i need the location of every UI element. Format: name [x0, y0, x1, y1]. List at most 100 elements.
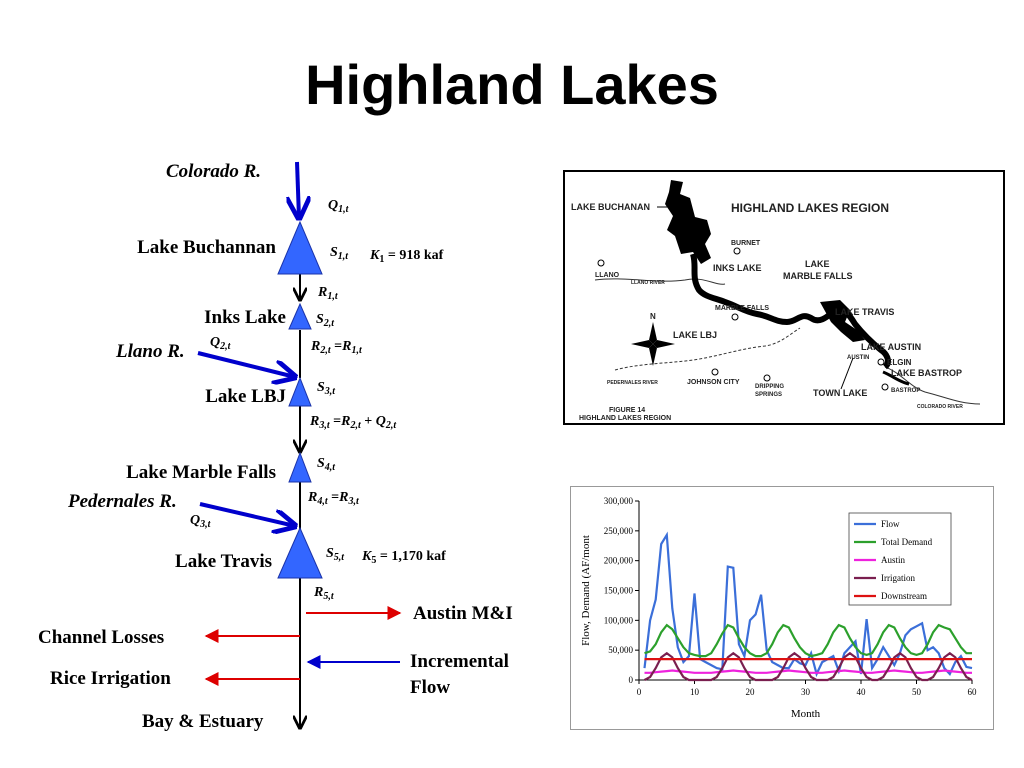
burnet-marker [733, 247, 741, 255]
map-johnson-city-label: JOHNSON CITY [687, 379, 740, 386]
lake-marble-falls-label: Lake Marble Falls [126, 462, 276, 483]
lake-chain-shape [690, 253, 891, 370]
map-elgin-label: ELGIN [887, 358, 912, 367]
map-lake-lbj-label: LAKE LBJ [673, 330, 717, 340]
colorado-river-arrow [297, 161, 299, 218]
llano-marker [597, 259, 605, 267]
k1-label: K1 = 918 kaf [369, 248, 444, 265]
map-llano-river-label: LLANO RIVER [631, 280, 665, 286]
y-tick-label: 200,000 [604, 556, 634, 566]
colorado-river-label: Colorado R. [166, 161, 261, 182]
flow-demand-chart: 0 50,000 100,000 150,000 200,000 250,000 300,0… [570, 486, 994, 730]
johnson-city-marker [711, 368, 719, 376]
map-lake-label: LAKE [805, 259, 830, 269]
legend-label: Austin [881, 555, 906, 565]
y-tick-label: 100,000 [604, 615, 634, 625]
lake-buchanan-label: Lake Buchannan [137, 237, 276, 258]
legend-label: Downstream [881, 591, 927, 601]
s4-label: S4,t [317, 456, 336, 473]
incremental-flow-label-1: Incremental [410, 651, 509, 672]
y-axis-title: Flow, Demand (AF/mont [580, 535, 592, 646]
x-tick-label: 30 [801, 687, 811, 697]
map-llano-label: LLANO [595, 272, 620, 279]
r1-label: R1,t [317, 285, 339, 302]
pedernales-river-arrow [199, 502, 295, 526]
x-tick-label: 60 [968, 687, 978, 697]
map-north-label: N [650, 312, 656, 321]
highland-lakes-map: N LAKE BUCHANAN HIGHLAND LAKES REGION BU… [563, 170, 1005, 425]
s2-label: S2,t [316, 312, 335, 329]
map-colorado-river-label: COLORADO RIVER [917, 404, 963, 410]
llano-river-line [594, 278, 726, 285]
q3-label: Q3,t [190, 513, 212, 530]
channel-losses-label: Channel Losses [38, 627, 164, 648]
x-tick-label: 10 [690, 687, 700, 697]
map-dripping-label-1: DRIPPING [755, 384, 784, 390]
legend-label: Irrigation [881, 573, 915, 583]
y-tick-label: 50,000 [608, 645, 633, 655]
lake-buchanan-shape [665, 180, 711, 264]
legend-label: Total Demand [881, 537, 933, 547]
lake-travis-shape [820, 300, 865, 342]
map-region-title: HIGHLAND LAKES REGION [731, 201, 889, 215]
map-burnet-label: BURNET [731, 240, 761, 247]
bastrop-marker [881, 383, 889, 391]
legend-label: Flow [881, 519, 900, 529]
lake-marble-falls-triangle [288, 451, 312, 483]
y-tick-label: 250,000 [604, 526, 634, 536]
map-buchanan-label: LAKE BUCHANAN [571, 202, 650, 212]
map-lake-bastrop-label: LAKE BASTROP [891, 368, 962, 378]
series-line-total-demand [644, 623, 972, 658]
x-tick-label: 0 [637, 687, 642, 697]
map-inks-label: INKS LAKE [713, 263, 762, 273]
lake-bastrop-shape [882, 370, 910, 386]
x-tick-label: 50 [912, 687, 922, 697]
x-tick-label: 20 [746, 687, 756, 697]
map-figure-label-1: FIGURE 14 [609, 407, 645, 414]
y-tick-label: 150,000 [604, 586, 634, 596]
r5-label: R5,t [313, 585, 335, 602]
map-austin-label: AUSTIN [847, 355, 869, 361]
lake-schematic: Colorado R. Llano R. Pedernales R. Lake … [38, 161, 513, 732]
marble-falls-marker [731, 313, 739, 321]
map-figure-label-2: HIGHLAND LAKES REGION [579, 415, 671, 422]
map-lake-austin-label: LAKE AUSTIN [861, 342, 921, 352]
q2-label: Q2,t [210, 335, 232, 352]
s1-label: S1,t [330, 245, 349, 262]
r4-equation: R4,t =R3,t [307, 490, 360, 507]
elgin-marker [877, 358, 885, 366]
bay-estuary-label: Bay & Estuary [142, 711, 264, 732]
map-marble-falls-town-label: MARBLE FALLS [715, 305, 769, 312]
map-lake-travis-label: LAKE TRAVIS [835, 307, 894, 317]
q1-label: Q1,t [328, 198, 350, 215]
s3-label: S3,t [317, 380, 336, 397]
dripping-springs-marker [763, 374, 771, 382]
map-town-lake-label: TOWN LAKE [813, 388, 867, 398]
chart-svg: 0 50,000 100,000 150,000 200,000 250,000 300,0… [580, 496, 978, 720]
x-tick-label: 40 [857, 687, 867, 697]
k5-label: K5 = 1,170 kaf [361, 549, 446, 566]
llano-river-arrow [197, 351, 295, 377]
lake-travis-triangle [277, 526, 323, 579]
compass-rose [631, 322, 675, 366]
y-tick-label: 300,000 [604, 496, 634, 506]
map-bastrop-label: BASTROP [891, 388, 920, 394]
y-tick-label: 0 [629, 675, 634, 685]
s5-label: S5,t [326, 546, 345, 563]
pedernales-river-label: Pedernales R. [67, 491, 177, 512]
pedernales-river-line [614, 327, 801, 371]
map-marble-falls-label: MARBLE FALLS [783, 271, 853, 281]
r2-equation: R2,t =R1,t [310, 339, 363, 356]
lake-lbj-label: Lake LBJ [205, 386, 286, 407]
map-drawing: N LAKE BUCHANAN HIGHLAND LAKES REGION BU… [571, 180, 981, 422]
inks-lake-label: Inks Lake [204, 307, 286, 328]
lake-travis-label: Lake Travis [175, 551, 272, 572]
rice-irrigation-label: Rice Irrigation [50, 668, 171, 689]
map-pedernales-label: PEDERNALES RIVER [607, 380, 658, 386]
austin-mi-label: Austin M&I [413, 603, 513, 624]
series-line-irrigation [643, 651, 973, 682]
inks-lake-triangle [288, 302, 312, 330]
colorado-river-line [884, 366, 981, 405]
map-town-lake-leader [840, 357, 854, 390]
llano-river-label: Llano R. [115, 341, 185, 362]
